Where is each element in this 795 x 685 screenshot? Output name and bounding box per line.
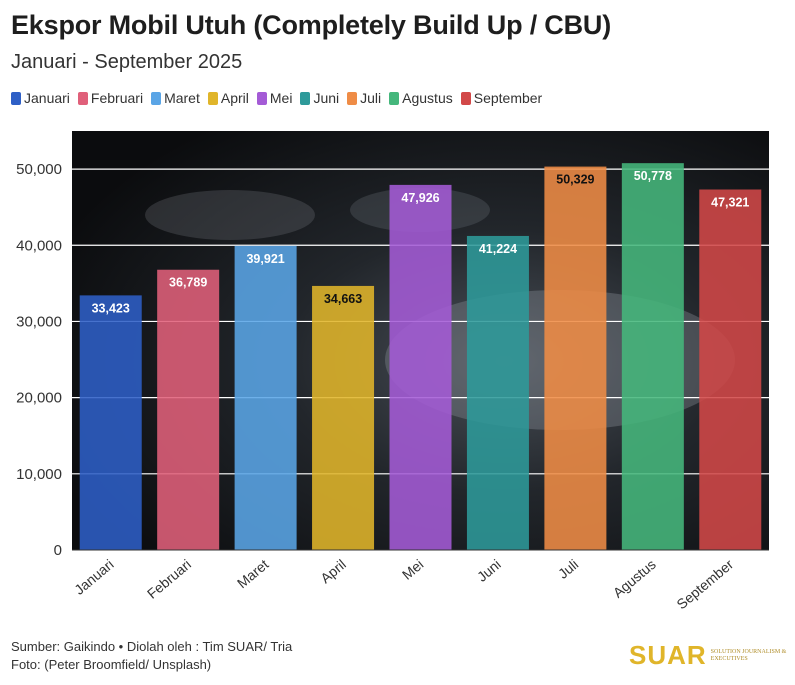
y-tick-label: 10,000 (16, 466, 62, 483)
y-tick-label: 20,000 (16, 390, 62, 407)
photo-credit: Foto: (Peter Broomfield/ Unsplash) (11, 657, 212, 672)
legend-item-maret: Maret (151, 90, 200, 106)
data-label: 36,789 (169, 276, 207, 290)
legend-item-april: April (207, 90, 249, 106)
chart-title: Ekspor Mobil Utuh (Completely Build Up /… (11, 10, 611, 40)
legend-item-agustus: Agustus (389, 90, 453, 106)
footer: Sumber: Gaikindo • Diolah oleh : Tim SUA… (11, 638, 292, 674)
legend-label: Maret (164, 90, 200, 106)
legend-label: Mei (269, 90, 293, 106)
bar-chart: 0 10,000 20,000 30,000 40,000 50,000 33,423 Jan… (16, 131, 769, 612)
brand-tagline: SOLUTION JOURNALISM & EXECUTIVES (710, 648, 787, 662)
legend-label: Juli (360, 90, 382, 106)
legend-item-juli: Juli (347, 90, 381, 106)
legend-swatch (460, 91, 471, 105)
bar-september (699, 189, 762, 551)
legend-item-februari: Februari (77, 90, 144, 106)
x-tick-label: Mei (399, 556, 427, 583)
bar-mei (389, 184, 452, 550)
brand: SUAR SOLUTION JOURNALISM & EXECUTIVES (629, 640, 791, 671)
data-label: 41,224 (479, 242, 517, 256)
legend-label: Februari (90, 90, 144, 106)
bar-juni (466, 235, 529, 551)
y-tick-label: 50,000 (16, 161, 62, 178)
y-tick-label: 30,000 (16, 313, 62, 330)
legend-label: Agustus (402, 90, 453, 106)
data-label: 50,778 (634, 169, 672, 183)
legend-item-januari: Januari (11, 90, 70, 106)
x-tick-label: April (317, 556, 349, 586)
legend-swatch (77, 91, 88, 105)
x-tick-label: Juni (474, 556, 504, 585)
y-tick-label: 0 (54, 542, 62, 559)
data-label: 39,921 (246, 252, 284, 266)
data-label: 34,663 (324, 292, 362, 306)
legend-item-september: September (460, 90, 543, 106)
bar-februari (157, 269, 220, 550)
bar-juli (544, 166, 607, 550)
legend-label: September (473, 90, 543, 106)
bar-maret (234, 245, 297, 550)
legend-swatch (207, 91, 218, 105)
brand-logo: SUAR (629, 640, 707, 670)
x-tick-label: Januari (71, 556, 116, 598)
chart-subtitle: Januari - September 2025 (11, 51, 243, 73)
x-tick-label: Agustus (610, 556, 659, 601)
x-tick-label: Februari (144, 556, 194, 602)
bar-agustus (621, 163, 684, 550)
legend-swatch (151, 91, 162, 105)
legend-swatch (11, 91, 21, 105)
legend-item-mei: Mei (256, 90, 293, 106)
bar-april (312, 285, 375, 550)
x-tick-label: September (673, 556, 736, 612)
data-label: 50,329 (556, 173, 594, 187)
x-tick-label: Maret (234, 556, 272, 591)
legend-swatch (300, 91, 311, 105)
data-label: 47,926 (401, 191, 439, 205)
bar-januari (79, 295, 142, 550)
source-note: Sumber: Gaikindo • Diolah oleh : Tim SUA… (11, 639, 293, 654)
legend-label: Januari (24, 90, 70, 106)
legend-swatch (347, 91, 358, 105)
data-label: 33,423 (92, 301, 130, 315)
legend-label: Juni (313, 90, 340, 106)
legend: Januari Februari Maret April Mei Juni Juli Agus… (11, 90, 542, 106)
y-tick-label: 40,000 (16, 237, 62, 254)
legend-swatch (389, 91, 400, 105)
car-silhouette (145, 190, 315, 240)
legend-label: April (220, 90, 249, 106)
legend-item-juni: Juni (300, 90, 339, 106)
data-label: 47,321 (711, 196, 749, 210)
legend-swatch (256, 91, 267, 105)
x-tick-label: Juli (555, 556, 581, 582)
